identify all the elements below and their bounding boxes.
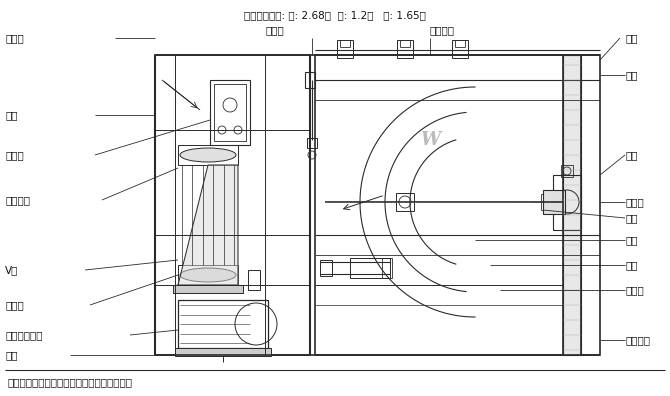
Bar	[397, 40, 413, 58]
Text: 备注：不用皮带，电机直接与减速机轮连接。: 备注：不用皮带，电机直接与减速机轮连接。	[8, 377, 133, 387]
Polygon shape	[178, 165, 238, 285]
Bar	[337, 40, 353, 58]
Bar	[543, 190, 565, 214]
Bar	[214, 84, 246, 141]
Text: 电器箱: 电器箱	[5, 33, 23, 43]
Bar	[452, 40, 468, 58]
Bar	[178, 265, 238, 285]
Bar	[178, 145, 238, 165]
Text: 卸料拉手: 卸料拉手	[430, 25, 455, 35]
Bar	[155, 55, 310, 355]
Text: 机械外围尺寸: 长: 2.68米  宽: 1.2米   高: 1.65米: 机械外围尺寸: 长: 2.68米 宽: 1.2米 高: 1.65米	[244, 10, 426, 20]
Text: 桨叶: 桨叶	[625, 235, 637, 245]
Text: V带: V带	[5, 265, 18, 275]
Bar	[307, 138, 317, 148]
Bar	[178, 300, 268, 348]
Text: 联轴器: 联轴器	[265, 25, 284, 35]
Text: 电机: 电机	[5, 350, 17, 360]
Text: 电机轮: 电机轮	[5, 300, 23, 310]
Text: 卸料气缸: 卸料气缸	[625, 335, 650, 345]
Bar	[563, 55, 581, 355]
Text: 轴承: 轴承	[625, 150, 637, 160]
Bar	[210, 80, 250, 145]
Bar	[248, 270, 260, 290]
Bar	[553, 175, 581, 230]
Ellipse shape	[180, 268, 236, 282]
Bar	[305, 72, 315, 88]
Text: 电机调节螺杆: 电机调节螺杆	[5, 330, 42, 340]
Text: 出料门: 出料门	[625, 285, 644, 295]
Bar	[396, 193, 414, 211]
Text: W: W	[420, 131, 440, 149]
Text: 密封圈: 密封圈	[625, 197, 644, 207]
Bar	[173, 285, 243, 293]
Bar	[561, 165, 573, 177]
Bar	[315, 55, 600, 355]
Bar	[382, 258, 392, 278]
Text: 主轴: 主轴	[625, 213, 637, 223]
Text: 减速机轮: 减速机轮	[5, 195, 30, 205]
Text: 大盖: 大盖	[625, 33, 637, 43]
Bar	[320, 260, 332, 276]
Text: 手把: 手把	[625, 70, 637, 80]
Ellipse shape	[180, 148, 236, 162]
Text: 减速机: 减速机	[5, 150, 23, 160]
Bar	[175, 348, 271, 356]
Text: 护罩: 护罩	[5, 110, 17, 120]
Text: 桶体: 桶体	[625, 260, 637, 270]
Bar	[350, 258, 390, 278]
